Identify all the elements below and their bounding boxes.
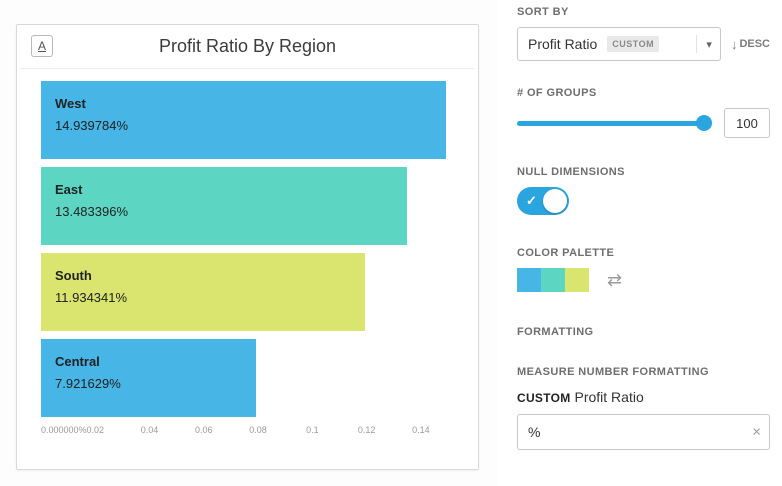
null-dimensions-label: NULL DIMENSIONS bbox=[517, 166, 625, 178]
x-axis-tick: 0.04 bbox=[140, 425, 159, 435]
bar-value-label: 11.934341% bbox=[55, 290, 128, 305]
palette-swatches[interactable] bbox=[517, 268, 589, 292]
formatting-label: FORMATTING bbox=[517, 326, 594, 338]
slider-handle[interactable] bbox=[696, 115, 712, 131]
custom-measure-name: Profit Ratio bbox=[574, 389, 644, 405]
sort-by-dropdown[interactable]: Profit Ratio CUSTOM ▾ bbox=[517, 27, 721, 61]
x-axis-tick: 0.12 bbox=[357, 425, 376, 435]
bar-value-label: 13.483396% bbox=[55, 204, 129, 219]
arrow-down-icon: ↓ bbox=[730, 36, 738, 52]
bar-west[interactable]: West 14.939784% bbox=[41, 81, 447, 159]
sort-direction-label: DESC bbox=[739, 38, 770, 50]
x-axis-tick: 0.000000% bbox=[41, 425, 87, 435]
color-palette-label: COLOR PALETTE bbox=[517, 247, 615, 259]
bar-category-label: West bbox=[55, 96, 86, 111]
bar-value-label: 14.939784% bbox=[55, 118, 129, 133]
groups-slider[interactable] bbox=[517, 115, 712, 131]
bar-category-label: East bbox=[55, 182, 83, 197]
clear-icon[interactable]: × bbox=[752, 423, 761, 441]
measure-formatting-label: MEASURE NUMBER FORMATTING bbox=[517, 366, 709, 378]
swap-arrows-icon[interactable]: ⇄ bbox=[607, 269, 623, 290]
chevron-down-icon[interactable]: ▾ bbox=[696, 35, 712, 53]
custom-measure-line: CUSTOM Profit Ratio bbox=[517, 389, 770, 405]
palette-swatch-1[interactable] bbox=[517, 268, 541, 292]
format-input-wrap: × bbox=[517, 414, 770, 450]
null-dimensions-toggle[interactable]: ✓ bbox=[517, 187, 569, 215]
sort-by-label: SORT BY bbox=[517, 6, 569, 18]
x-axis-tick: 0.08 bbox=[249, 425, 267, 435]
bar-category-label: Central bbox=[55, 354, 100, 369]
bars: West 14.939784% East 13.483396% South 11.9343… bbox=[41, 81, 448, 417]
bar-category-label: South bbox=[55, 268, 92, 283]
chart-area: A Profit Ratio By Region West 14.939784% E… bbox=[16, 24, 479, 470]
format-input[interactable] bbox=[517, 414, 770, 450]
bar-central[interactable]: Central 7.921629% bbox=[41, 339, 256, 417]
x-axis: 0.000000% 0.02 0.04 0.06 0.08 0.1 0.12 0.14 bbox=[41, 425, 448, 441]
bar-east[interactable]: East 13.483396% bbox=[41, 167, 407, 245]
check-icon: ✓ bbox=[526, 193, 537, 208]
text-mark-letter: A bbox=[37, 39, 46, 53]
groups-slider-row: 100 bbox=[517, 108, 770, 138]
chart-card: A Profit Ratio By Region West 14.939784% E… bbox=[16, 24, 479, 470]
bar-value-label: 7.921629% bbox=[55, 376, 121, 391]
sort-direction-button[interactable]: ↓ DESC bbox=[731, 37, 770, 52]
chart-title: Profit Ratio By Region bbox=[158, 36, 337, 56]
custom-badge: CUSTOM bbox=[607, 36, 660, 52]
sort-by-value: Profit Ratio bbox=[528, 36, 598, 52]
chart-header: A Profit Ratio By Region bbox=[21, 25, 474, 69]
sort-row: Profit Ratio CUSTOM ▾ ↓ DESC bbox=[517, 27, 770, 61]
groups-label: # OF GROUPS bbox=[517, 87, 597, 99]
palette-swatch-2[interactable] bbox=[541, 268, 565, 292]
x-axis-tick: 0.06 bbox=[195, 425, 213, 435]
toggle-knob[interactable] bbox=[543, 189, 567, 213]
color-palette-row: ⇄ bbox=[517, 268, 770, 292]
groups-value-input[interactable]: 100 bbox=[724, 108, 770, 138]
bar-south[interactable]: South 11.934341% bbox=[41, 253, 365, 331]
palette-swatch-3[interactable] bbox=[565, 268, 589, 292]
custom-tag: CUSTOM bbox=[517, 391, 571, 405]
text-mark-icon[interactable]: A bbox=[31, 35, 53, 57]
x-axis-tick: 0.02 bbox=[86, 425, 105, 435]
x-axis-tick: 0.1 bbox=[306, 425, 319, 435]
settings-panel: SORT BY Profit Ratio CUSTOM ▾ ↓ DESC # O… bbox=[497, 0, 782, 486]
x-axis-tick: 0.14 bbox=[412, 425, 430, 435]
